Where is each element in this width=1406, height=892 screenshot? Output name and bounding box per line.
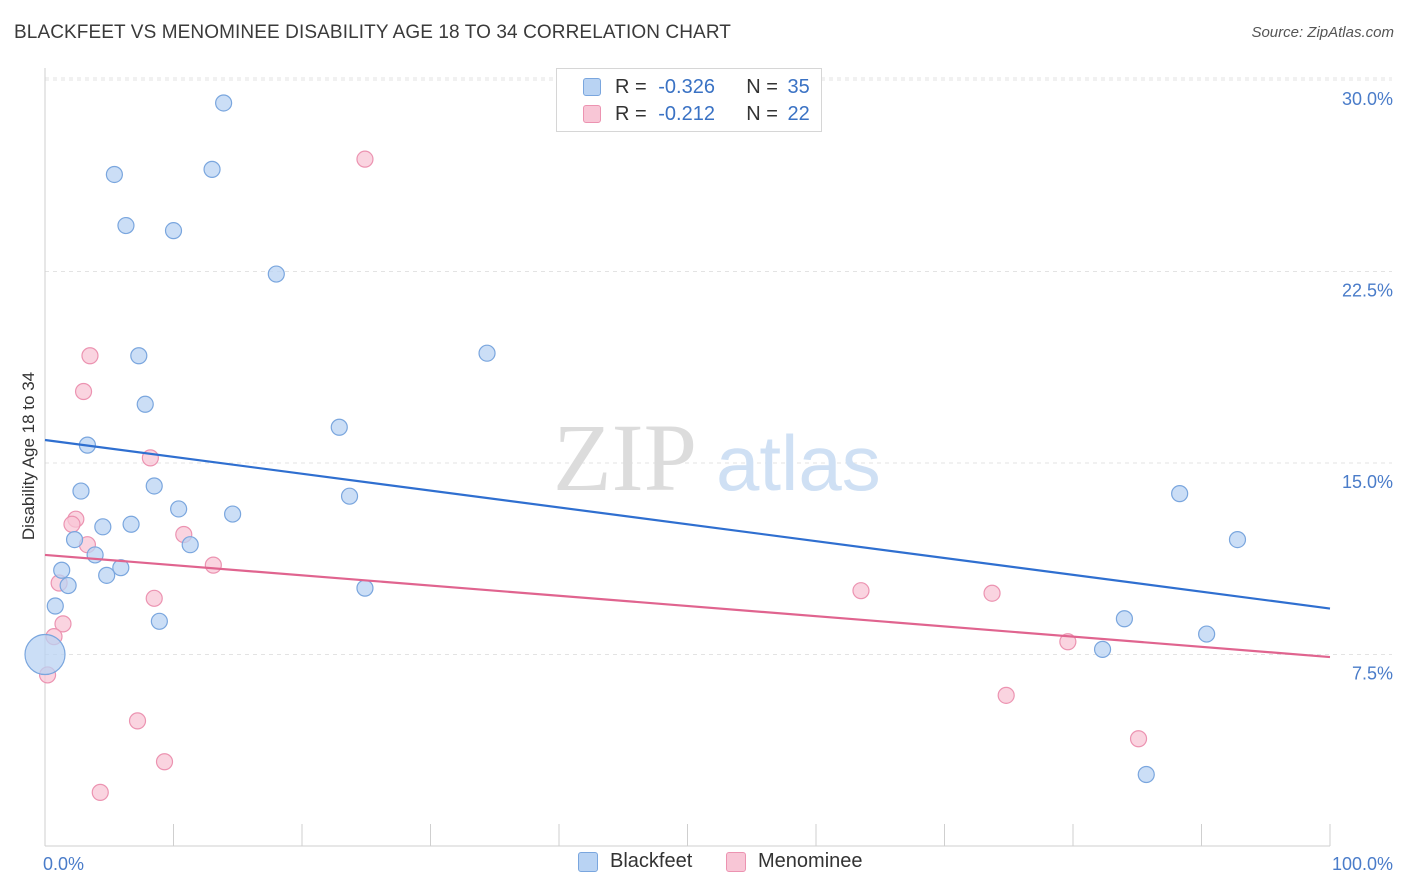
series-legend: Blackfeet Menominee [0, 850, 1406, 878]
blackfeet-point [340, 487, 359, 505]
blackfeet-point [164, 222, 183, 240]
blackfeet-point [181, 536, 199, 554]
legend-n-value: 35 [787, 75, 810, 98]
blackfeet-point [117, 216, 135, 235]
blackfeet-point [94, 518, 112, 536]
source-label: Source: ZipAtlas.com [1251, 24, 1394, 41]
blackfeet-point [1137, 765, 1155, 784]
legend-n-label: N = [746, 102, 784, 125]
blackfeet-swatch [583, 78, 601, 96]
blackfeet-point [1093, 640, 1112, 658]
y-tick-label: 15.0% [1342, 472, 1393, 492]
blackfeet-point [330, 418, 348, 436]
blackfeet-point [130, 347, 148, 365]
menominee-point [1059, 633, 1077, 651]
menominee-point [145, 589, 163, 607]
menominee-point [1129, 730, 1148, 748]
blackfeet-point [24, 633, 66, 676]
menominee-swatch [583, 105, 601, 123]
x-tick-label: 0.0% [43, 854, 84, 874]
y-tick-label: 30.0% [1342, 89, 1393, 109]
x-tick-label: 100.0% [1332, 854, 1393, 874]
blackfeet-point [224, 505, 242, 523]
blackfeet-point [356, 579, 374, 597]
legend-r-value: -0.326 [658, 75, 715, 98]
blackfeet-point [53, 561, 71, 579]
legend-r-value: -0.212 [658, 102, 715, 125]
blackfeet-point [72, 482, 90, 500]
blackfeet-point [1171, 485, 1189, 503]
blackfeet-point [46, 597, 64, 615]
blackfeet-legend-label: Blackfeet [610, 850, 693, 872]
trend-lines [44, 438, 1331, 659]
watermark-atlas: atlas [716, 419, 881, 507]
y-tick-label: 22.5% [1342, 281, 1393, 301]
menominee-point [81, 347, 99, 365]
blackfeet-point [86, 546, 104, 564]
blackfeet-point [267, 265, 285, 283]
blackfeet-point [150, 612, 168, 630]
watermark: ZIP atlas [553, 404, 881, 511]
menominee-legend-label: Menominee [758, 850, 863, 872]
blackfeet-point [112, 559, 130, 577]
menominee-point [852, 582, 870, 600]
legend-item-blackfeet: Blackfeet [578, 850, 692, 873]
legend-item-menominee: Menominee [726, 850, 863, 873]
blackfeet-point [136, 395, 154, 413]
menominee-point [63, 515, 81, 533]
blackfeet-point [478, 344, 496, 362]
blackfeet-point [98, 566, 116, 584]
axes [44, 68, 1331, 847]
blackfeet-point [170, 500, 188, 518]
blackfeet-point [1228, 530, 1247, 549]
menominee-point [204, 556, 222, 574]
menominee-point [54, 615, 72, 633]
menominee-point [997, 686, 1015, 704]
blackfeet-point [203, 160, 221, 178]
menominee-point [356, 150, 374, 168]
blackfeet-point [1198, 625, 1216, 643]
menominee-point [91, 783, 109, 801]
legend-row-menominee: R = -0.212 N = 22 [583, 102, 810, 126]
stats-legend: R = -0.326 N = 35 R = -0.212 N = 22 [556, 68, 822, 132]
menominee-trend-line [44, 553, 1331, 659]
y-axis-label: Disability Age 18 to 34 [19, 372, 38, 540]
legend-row-blackfeet: R = -0.326 N = 35 [583, 75, 810, 99]
legend-r-label: R = [615, 102, 653, 125]
tick-labels: 7.5% 15.0% 22.5% 30.0% 0.0% 100.0% [43, 89, 1393, 874]
blackfeet-point [65, 530, 84, 549]
blackfeet-point [215, 94, 233, 112]
y-tick-label: 7.5% [1352, 664, 1393, 684]
chart-title: BLACKFEET VS MENOMINEE DISABILITY AGE 18… [14, 22, 731, 43]
blackfeet-point [1115, 610, 1134, 628]
watermark-zip: ZIP [553, 404, 697, 511]
legend-n-label: N = [746, 75, 784, 98]
data-points [24, 94, 1247, 801]
menominee-legend-swatch [726, 851, 746, 872]
menominee-point [128, 712, 147, 730]
menominee-point [74, 382, 93, 401]
menominee-point [983, 584, 1001, 602]
blackfeet-point [145, 477, 163, 495]
gridlines [45, 77, 1392, 655]
menominee-point [155, 753, 174, 771]
legend-r-label: R = [615, 75, 653, 98]
blackfeet-trend-line [44, 438, 1331, 610]
legend-n-value: 22 [787, 102, 810, 125]
blackfeet-point [59, 576, 77, 595]
blackfeet-point [105, 165, 123, 184]
blackfeet-legend-swatch [578, 851, 598, 872]
blackfeet-point [122, 515, 140, 533]
